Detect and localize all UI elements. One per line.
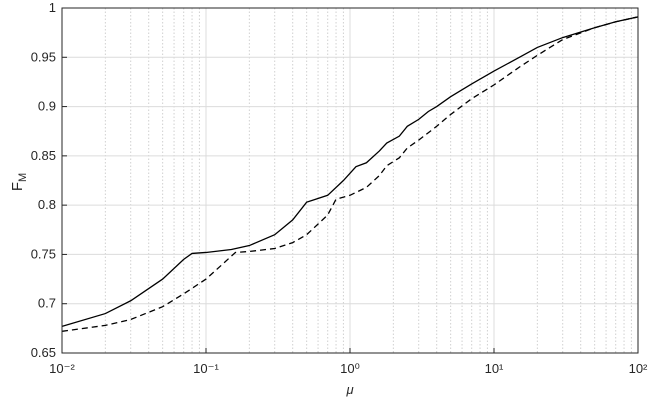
x-tick-label: 10⁻²	[49, 361, 75, 376]
y-tick-label: 0.7	[38, 296, 56, 311]
y-tick-label: 0.9	[38, 99, 56, 114]
grid	[61, 7, 639, 354]
series-line	[61, 16, 639, 332]
y-tick-label: 1	[49, 0, 56, 15]
y-tick-label: 0.8	[38, 197, 56, 212]
y-tick-label: 0.75	[31, 246, 56, 261]
series-line	[61, 16, 639, 328]
x-tick-label: 10¹	[485, 361, 504, 376]
y-axis-label-sub: M	[17, 173, 29, 182]
y-axis-label: FM	[9, 173, 29, 191]
y-axis-label-main: F	[9, 182, 26, 191]
y-tick-label: 0.95	[31, 49, 56, 64]
x-tick-label: 10²	[629, 361, 648, 376]
x-axis-label: μ	[345, 382, 353, 397]
plot-lines	[61, 16, 639, 332]
y-tick-label: 0.85	[31, 148, 56, 163]
x-tick-label: 10⁰	[340, 361, 360, 376]
x-tick-label: 10⁻¹	[193, 361, 219, 376]
y-tick-label: 0.65	[31, 345, 56, 360]
